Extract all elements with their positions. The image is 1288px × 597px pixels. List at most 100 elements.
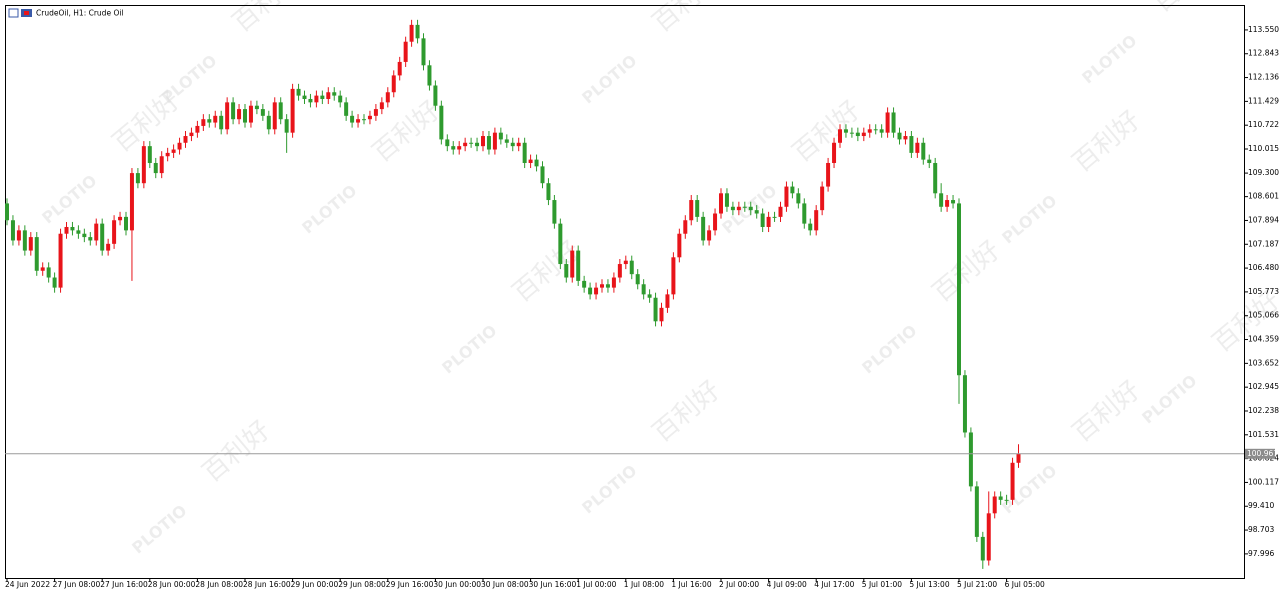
current-price-label: 100.967 <box>1247 449 1278 458</box>
candle-body <box>492 132 497 150</box>
y-tick-label: 99.410 <box>1248 501 1274 510</box>
candle-body <box>94 223 99 241</box>
candle-body <box>617 264 622 278</box>
candle-body <box>112 220 117 244</box>
candle-body <box>40 267 45 271</box>
candle-body <box>284 119 289 133</box>
x-tick-label: 5 Jul 21:00 <box>957 580 997 589</box>
candle-body <box>266 115 271 130</box>
candle-body <box>653 297 658 322</box>
candle-body <box>594 287 599 295</box>
candle-body <box>623 260 628 265</box>
candle-body <box>510 142 515 147</box>
candle-body <box>475 142 480 147</box>
candle-body <box>778 206 783 217</box>
x-tick-label: 30 Jun 08:00 <box>481 580 529 589</box>
x-tick-label: 30 Jun 16:00 <box>529 580 577 589</box>
x-tick-label: 1 Jul 16:00 <box>671 580 711 589</box>
candle-body <box>481 136 485 147</box>
x-tick-label: 28 Jun 00:00 <box>148 580 196 589</box>
symbol-icon <box>8 8 32 18</box>
candle-body <box>891 112 896 133</box>
candle-body <box>927 159 932 163</box>
candle-body <box>225 102 230 130</box>
x-tick-label: 5 Jul 13:00 <box>909 580 949 589</box>
candle-body <box>939 193 944 207</box>
y-tick-label: 112.843 <box>1248 49 1279 58</box>
candle-body <box>367 115 372 120</box>
candle-body <box>213 115 218 123</box>
candle-body <box>695 200 700 217</box>
candle-body <box>915 142 920 153</box>
candle-body <box>1004 499 1009 501</box>
candle-body <box>808 223 813 231</box>
x-tick-label: 2 Jul 00:00 <box>719 580 759 589</box>
y-tick-label: 109.300 <box>1248 168 1279 177</box>
candle-body <box>106 243 111 251</box>
candle-body <box>832 142 837 163</box>
candle-body <box>248 105 253 123</box>
candle-body <box>528 159 533 163</box>
candle-body <box>439 105 444 140</box>
candle-body <box>308 98 313 103</box>
candle-body <box>873 129 878 131</box>
candle-body <box>588 287 593 295</box>
candle-body <box>861 132 866 137</box>
candle-body <box>611 277 616 288</box>
candle-body <box>516 142 521 147</box>
icon-box <box>24 11 29 15</box>
candle-body <box>486 136 491 150</box>
candle-body <box>570 250 575 278</box>
candle-body <box>558 223 563 265</box>
candle-body <box>724 193 729 207</box>
candle-body <box>867 129 872 133</box>
y-tick-label: 106.480 <box>1248 263 1279 272</box>
x-tick-label: 27 Jun 08:00 <box>53 580 101 589</box>
y-tick-label: 110.015 <box>1248 144 1279 153</box>
candle-body <box>897 132 902 140</box>
y-tick-label: 108.601 <box>1248 192 1279 201</box>
candle-body <box>433 85 438 106</box>
candle-body <box>5 203 9 221</box>
y-tick-label: 107.187 <box>1248 239 1279 248</box>
candle-body <box>671 257 676 295</box>
candle-body <box>677 233 682 258</box>
candle-body <box>659 307 664 322</box>
y-tick-label: 111.429 <box>1248 96 1279 105</box>
candle-body <box>1010 462 1015 500</box>
candle-body <box>986 513 991 561</box>
candle-body <box>46 267 51 278</box>
candle-body <box>201 119 206 126</box>
y-tick-label: 100.117 <box>1248 477 1279 486</box>
candle-body <box>576 250 581 281</box>
candle-body <box>177 142 182 150</box>
candle-body <box>933 162 938 194</box>
candle-body <box>951 200 956 204</box>
candle-body <box>219 115 224 130</box>
candle-body <box>885 112 890 133</box>
y-tick-label: 101.531 <box>1248 430 1279 439</box>
y-tick-label: 103.652 <box>1248 358 1279 367</box>
candle-body <box>998 496 1003 500</box>
candle-body <box>332 92 337 96</box>
candle-body <box>451 146 456 150</box>
candle-body <box>838 129 842 143</box>
candle-body <box>689 200 694 221</box>
candle-body <box>463 142 468 147</box>
candle-body <box>766 216 771 227</box>
candle-body <box>814 210 819 231</box>
candle-body <box>736 206 741 211</box>
candle-body <box>564 264 569 278</box>
candle-body <box>546 183 551 201</box>
current-price-box <box>1245 448 1275 459</box>
x-tick-label: 24 Jun 2022 <box>5 580 50 589</box>
candle-body <box>100 223 105 251</box>
chart-title: CrudeOil, H1: Crude Oil <box>36 9 124 18</box>
candle-body <box>356 119 361 123</box>
candle-body <box>647 294 652 298</box>
x-tick-label: 28 Jun 16:00 <box>243 580 291 589</box>
y-tick-label: 104.359 <box>1248 335 1279 344</box>
candle-body <box>183 136 188 143</box>
candle-body <box>350 115 355 123</box>
